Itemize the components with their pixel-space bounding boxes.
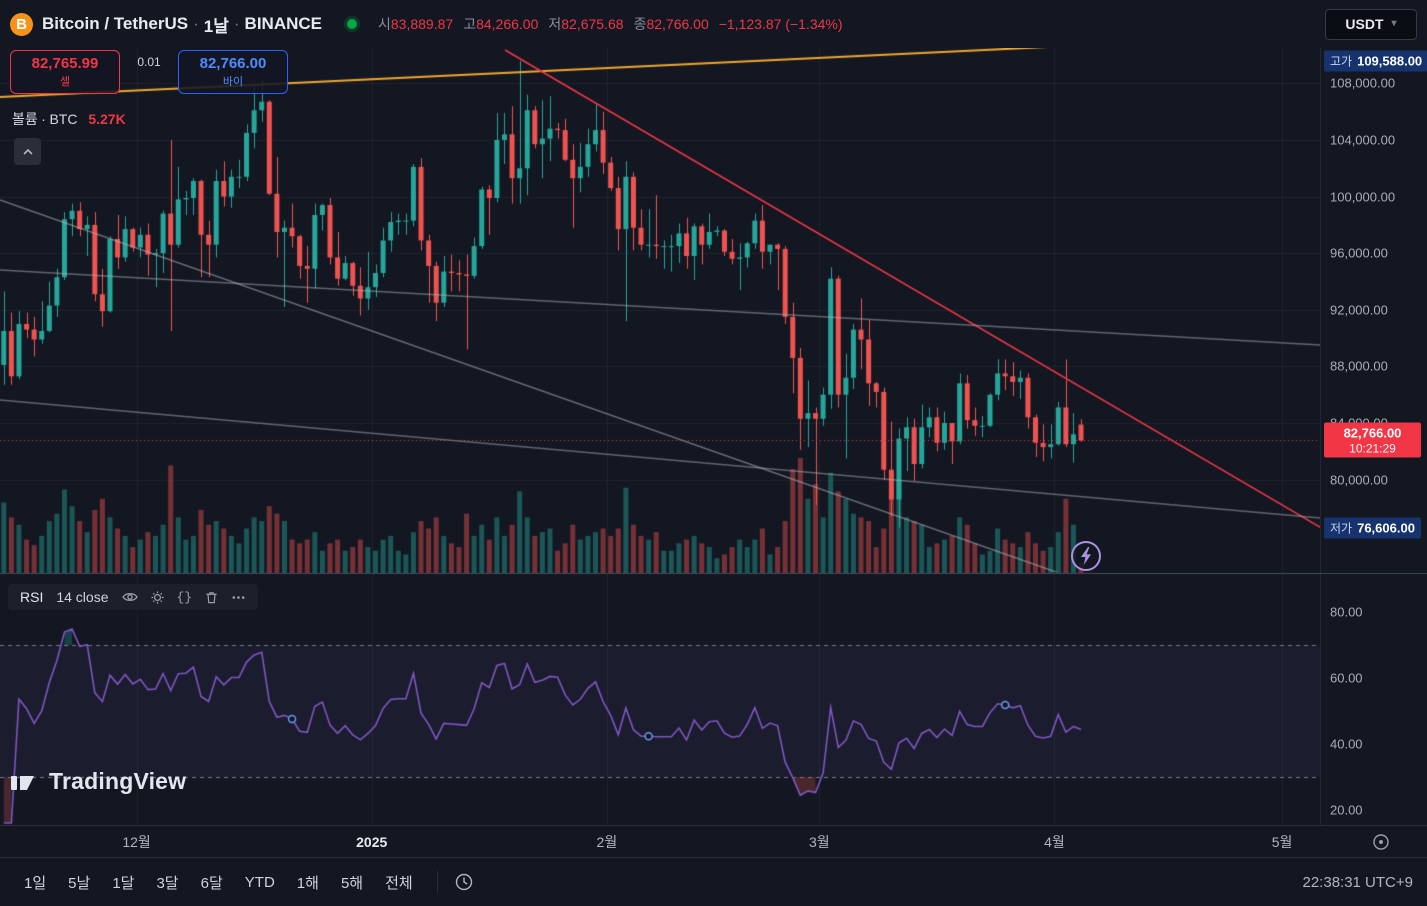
buy-label: 바이 bbox=[222, 76, 244, 88]
price-tick-label: 108,000.00 bbox=[1330, 75, 1396, 91]
low-label: 저 bbox=[548, 16, 562, 32]
time-axis-label: 12월 bbox=[122, 834, 151, 850]
time-axis-label: 2월 bbox=[596, 834, 618, 850]
interval-label[interactable]: 1날 bbox=[203, 16, 229, 36]
rsi-tick-label: 80.00 bbox=[1330, 604, 1363, 620]
time-axis-label: 5월 bbox=[1271, 834, 1293, 850]
rsi-tick-label: 60.00 bbox=[1330, 670, 1363, 686]
volume-symbol: BTC bbox=[49, 111, 78, 127]
bottom-toolbar: 1일 5날 1달 3달 6달 YTD 1해 5해 전체 22:38:31 UTC+9 bbox=[0, 857, 1427, 906]
expand-toolbar-button[interactable] bbox=[14, 138, 41, 165]
chevron-down-icon: ▾ bbox=[1391, 18, 1397, 29]
low-price-badge: 저가 76,606.00 bbox=[1324, 517, 1421, 539]
high-price-badge: 고가 109,588.00 bbox=[1324, 50, 1427, 72]
symbol-title[interactable]: Bitcoin / TetherUS · 1날 · BINANCE bbox=[42, 12, 322, 37]
pane-separator-handle[interactable] bbox=[0, 573, 1427, 574]
buy-price: 82,766.00 bbox=[199, 55, 267, 72]
high-badge-label: 고가 bbox=[1330, 54, 1353, 69]
high-badge-value: 109,588.00 bbox=[1357, 53, 1423, 69]
time-axis[interactable]: 12월 2025 2월 3월 4월 5월 bbox=[0, 825, 1427, 858]
toolbar-divider bbox=[436, 871, 438, 893]
title-separator: · bbox=[233, 14, 240, 33]
volume-legend: 볼륨 ∙ BTC 5.27K bbox=[12, 109, 126, 129]
tradingview-watermark-text: TradingView bbox=[49, 768, 187, 794]
price-tick-label: 104,000.00 bbox=[1330, 132, 1396, 148]
currency-label: USDT bbox=[1345, 16, 1384, 32]
go-to-date-icon[interactable] bbox=[452, 870, 476, 894]
symbol-name[interactable]: Bitcoin / TetherUS bbox=[42, 14, 189, 33]
volume-separator: ∙ bbox=[41, 111, 46, 127]
currency-dropdown[interactable]: USDT ▾ bbox=[1325, 8, 1417, 40]
market-status-icon[interactable] bbox=[347, 19, 357, 29]
price-tick-label: 92,000.00 bbox=[1330, 302, 1388, 318]
rsi-params: 14 close bbox=[56, 589, 109, 605]
last-price-value: 82,766.00 bbox=[1343, 425, 1402, 441]
high-label: 고 bbox=[463, 16, 477, 32]
clock-readout[interactable]: 22:38:31 UTC+9 bbox=[1302, 873, 1414, 891]
tradingview-logo-icon bbox=[10, 769, 40, 795]
trash-icon[interactable] bbox=[204, 590, 219, 605]
chart-header: B Bitcoin / TetherUS · 1날 · BINANCE 시 83,… bbox=[0, 0, 1427, 48]
change-value: −1,123.87 (−1.34%) bbox=[718, 16, 843, 32]
buy-button[interactable]: 82,766.00 바이 bbox=[178, 50, 288, 94]
range-button[interactable]: YTD bbox=[235, 869, 285, 896]
lightning-icon[interactable] bbox=[1071, 541, 1101, 571]
rsi-tick-label: 40.00 bbox=[1330, 736, 1363, 752]
bitcoin-logo-icon: B bbox=[10, 12, 33, 36]
price-tick-label: 96,000.00 bbox=[1330, 245, 1388, 261]
price-axis[interactable]: 고가 109,588.00 저가 76,606.00 82,766.00 10:… bbox=[1320, 48, 1427, 825]
low-badge-value: 76,606.00 bbox=[1357, 520, 1415, 536]
close-value: 82,766.00 bbox=[646, 16, 709, 32]
time-axis-label: 2025 bbox=[356, 834, 388, 850]
low-value: 82,675.68 bbox=[561, 16, 624, 32]
time-axis-label: 3월 bbox=[808, 834, 830, 850]
range-button[interactable]: 1달 bbox=[102, 867, 144, 898]
tradingview-watermark[interactable]: TradingView bbox=[10, 768, 186, 795]
price-tick-label: 80,000.00 bbox=[1330, 472, 1388, 488]
sell-label: 셀 bbox=[59, 76, 71, 88]
more-options-icon[interactable] bbox=[231, 590, 246, 605]
exchange-label: BINANCE bbox=[244, 14, 322, 33]
low-badge-label: 저가 bbox=[1330, 521, 1353, 536]
volume-label: 볼륨 bbox=[12, 111, 38, 127]
price-tick-label: 88,000.00 bbox=[1330, 358, 1388, 374]
close-label: 종 bbox=[633, 16, 647, 32]
range-button[interactable]: 5해 bbox=[331, 867, 373, 898]
chart-canvas[interactable] bbox=[0, 48, 1320, 825]
price-tick-label: 100,000.00 bbox=[1330, 189, 1396, 205]
gear-icon[interactable] bbox=[150, 590, 165, 605]
sell-price: 82,765.99 bbox=[31, 55, 99, 72]
range-button[interactable]: 1일 bbox=[14, 867, 56, 898]
time-axis-settings-icon[interactable] bbox=[1370, 831, 1392, 853]
rsi-tick-label: 20.00 bbox=[1330, 802, 1363, 818]
rsi-legend: RSI 14 close {} bbox=[8, 584, 259, 610]
range-button[interactable]: 5날 bbox=[58, 867, 100, 898]
title-separator: · bbox=[193, 14, 199, 33]
source-code-icon[interactable]: {} bbox=[176, 589, 193, 605]
range-button[interactable]: 3달 bbox=[146, 867, 188, 898]
sell-button[interactable]: 82,765.99 셀 bbox=[10, 50, 120, 94]
high-value: 84,266.00 bbox=[476, 16, 539, 32]
open-value: 83,889.87 bbox=[390, 16, 454, 32]
trade-widget: 82,765.99 셀 0.01 82,766.00 바이 bbox=[10, 50, 288, 94]
range-button[interactable]: 전체 bbox=[375, 867, 423, 898]
chevron-up-icon bbox=[22, 148, 34, 156]
range-button[interactable]: 6달 bbox=[191, 867, 233, 898]
range-button[interactable]: 1해 bbox=[287, 867, 329, 898]
eye-icon[interactable] bbox=[121, 589, 138, 605]
ohlc-readout: 시 83,889.87 고 84,266.00 저 82,675.68 종 82,766… bbox=[378, 14, 843, 34]
rsi-title: RSI bbox=[20, 589, 44, 605]
time-axis-label: 4월 bbox=[1044, 834, 1065, 850]
spread-value: 0.01 bbox=[137, 55, 161, 69]
last-price-badge: 82,766.00 10:21:29 bbox=[1324, 422, 1421, 458]
bar-countdown: 10:21:29 bbox=[1349, 441, 1396, 456]
open-label: 시 bbox=[378, 16, 391, 32]
range-buttons: 1일 5날 1달 3달 6달 YTD 1해 5해 전체 bbox=[14, 867, 423, 898]
volume-value: 5.27K bbox=[88, 111, 126, 127]
